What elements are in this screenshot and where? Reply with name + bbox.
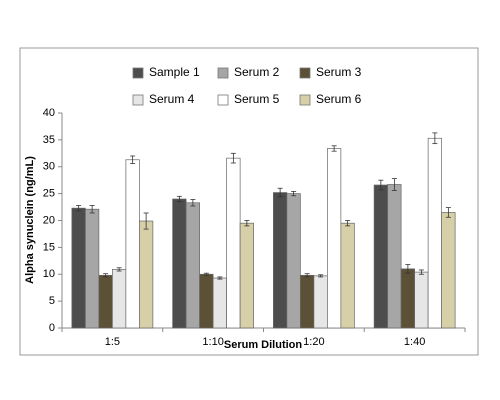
- y-tick-label: 30: [43, 161, 55, 173]
- bar: [373, 184, 388, 329]
- error-bar: [418, 269, 424, 275]
- bar: [85, 208, 100, 329]
- bar: [400, 268, 415, 329]
- error-bar: [244, 220, 250, 227]
- x-axis-label: Serum Dilution: [224, 339, 303, 351]
- y-tick-label: 35: [43, 134, 55, 146]
- error-bar: [405, 264, 411, 274]
- error-bar: [391, 178, 397, 191]
- legend-swatch: [299, 94, 311, 106]
- error-bar: [203, 272, 209, 276]
- y-tick-label: 15: [43, 241, 55, 253]
- error-bar: [432, 132, 438, 145]
- error-bar: [291, 191, 297, 197]
- x-tick-label: 1:5: [105, 336, 120, 348]
- error-bar: [378, 179, 384, 191]
- bar: [199, 273, 214, 329]
- legend-label: Serum 2: [234, 65, 280, 79]
- bar: [273, 192, 288, 329]
- bar: [98, 274, 113, 329]
- y-tick-label: 25: [43, 188, 55, 200]
- bar: [441, 212, 456, 329]
- legend-swatch: [217, 94, 229, 106]
- error-bar: [345, 220, 351, 227]
- error-bar: [277, 187, 283, 198]
- bar: [125, 159, 140, 329]
- error-bar: [89, 205, 95, 214]
- bar: [239, 222, 254, 329]
- legend-swatch: [217, 67, 229, 79]
- legend-label: Serum 4: [149, 92, 195, 106]
- bar: [300, 274, 315, 329]
- error-bar: [176, 195, 182, 203]
- y-tick-label: 20: [43, 214, 55, 226]
- y-tick-label: 40: [43, 107, 55, 119]
- error-bar: [217, 276, 223, 280]
- bar: [313, 275, 328, 329]
- bar: [327, 148, 342, 329]
- bar: [112, 269, 127, 329]
- bar: [340, 222, 355, 329]
- bar: [172, 198, 187, 329]
- error-bar: [304, 273, 310, 278]
- bar: [286, 193, 301, 329]
- error-bar: [190, 199, 196, 207]
- bar: [226, 157, 241, 329]
- bar: [185, 202, 200, 329]
- x-tick-label: 1:10: [202, 336, 223, 348]
- error-bar: [143, 212, 149, 230]
- legend-label: Sample 1: [149, 65, 200, 79]
- error-bar: [445, 207, 451, 218]
- bar: [71, 207, 86, 329]
- legend-swatch: [299, 67, 311, 79]
- x-tick-label: 1:40: [404, 336, 425, 348]
- error-bar: [230, 152, 236, 164]
- y-tick-label: 10: [43, 268, 55, 280]
- bar: [139, 220, 154, 329]
- legend-label: Serum 5: [234, 92, 280, 106]
- y-axis-label: Alpha synuclein (ng/mL): [24, 156, 36, 284]
- bar: [387, 184, 402, 329]
- y-tick-label: 0: [49, 322, 55, 334]
- error-bar: [76, 205, 82, 212]
- x-tick-label: 1:20: [303, 336, 324, 348]
- error-bar: [318, 274, 324, 278]
- y-tick-label: 5: [49, 295, 55, 307]
- error-bar: [331, 145, 337, 152]
- bar: [427, 137, 442, 329]
- error-bar: [116, 267, 122, 272]
- error-bar: [130, 155, 136, 164]
- error-bar: [103, 273, 109, 278]
- legend-swatch: [132, 67, 144, 79]
- bar: [212, 277, 227, 329]
- legend-swatch: [132, 94, 144, 106]
- bar: [414, 271, 429, 329]
- legend-label: Serum 6: [316, 92, 362, 106]
- legend-label: Serum 3: [316, 65, 362, 79]
